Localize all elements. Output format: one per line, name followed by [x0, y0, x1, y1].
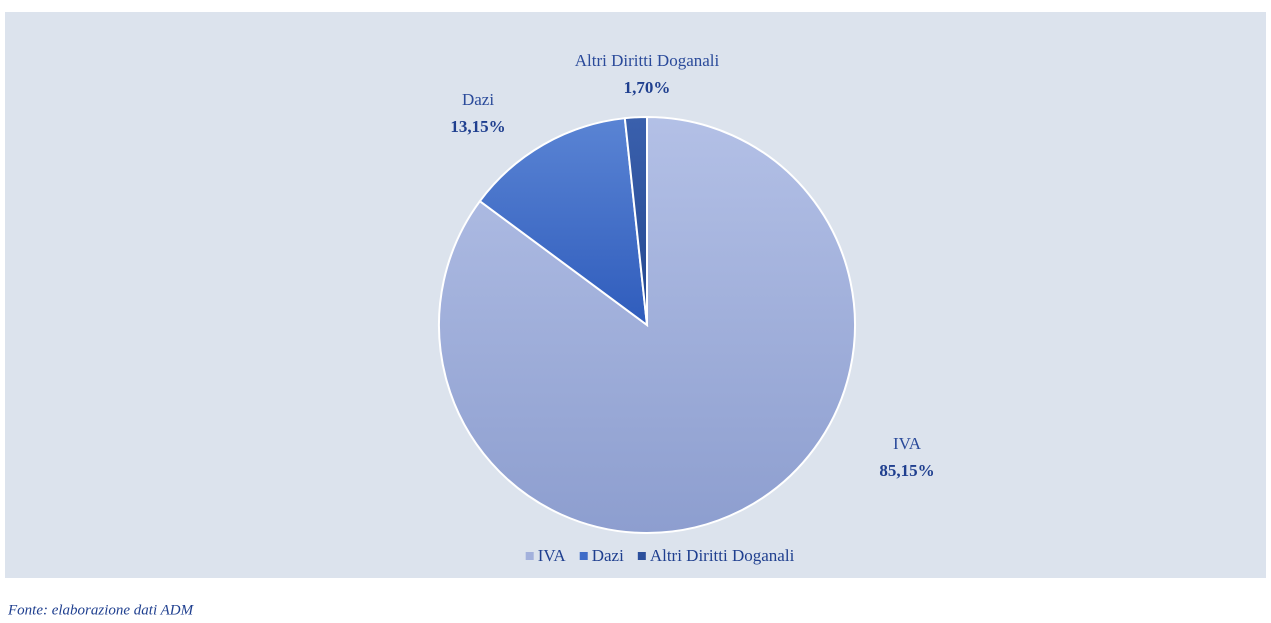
legend-label: IVA: [538, 546, 567, 565]
legend-marker: [525, 552, 534, 560]
slice-value-label: 85,15%: [879, 461, 934, 480]
source-note: Fonte: elaborazione dati ADM: [7, 602, 195, 618]
slice-category-label: Altri Diritti Doganali: [575, 51, 720, 70]
pie-slice: [623, 115, 648, 326]
legend-label: Dazi: [592, 546, 624, 565]
pie-slice: [438, 115, 856, 534]
legend-marker: [637, 552, 646, 560]
slice-category-label: Dazi: [462, 90, 494, 109]
slice-value-label: 1,70%: [624, 78, 671, 97]
slice-value-label: 13,15%: [450, 117, 505, 136]
legend-marker: [579, 552, 588, 560]
legend-label: Altri Diritti Doganali: [650, 546, 795, 565]
pie-slice: [478, 117, 649, 328]
slice-category-label: IVA: [893, 434, 922, 453]
